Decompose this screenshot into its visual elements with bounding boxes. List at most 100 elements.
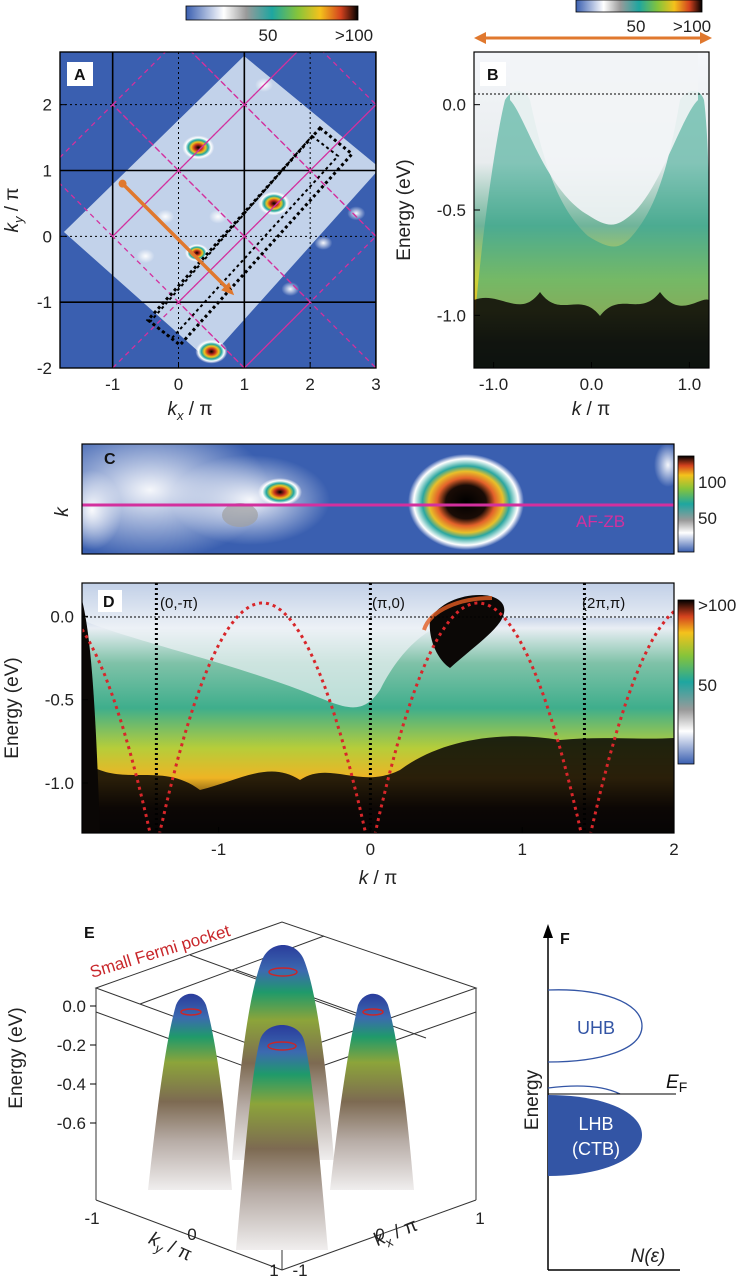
panel-f-lhb-label: LHB xyxy=(578,1114,613,1134)
colorbar-c-label-100: 100 xyxy=(698,473,726,492)
panel-d-xlabel: k / π xyxy=(359,868,397,889)
panel-a-label: A xyxy=(74,67,86,84)
panel-b-label: B xyxy=(487,67,499,84)
panel-a-brillouin-zones xyxy=(60,52,376,368)
colorbar-top-a: 50 >100 xyxy=(185,5,373,45)
panel-b-band-left xyxy=(474,91,709,368)
panel-a-cut-line xyxy=(121,182,233,294)
dome-left xyxy=(148,993,232,1190)
panel-b-ticks: -1.0 0.0 1.0 -1.0 -0.5 0.0 xyxy=(437,96,702,394)
panel-d-marker-1: (0,-π) xyxy=(160,595,198,612)
panel-e-xtick-label: 0 xyxy=(375,1225,384,1244)
pocket-back xyxy=(268,967,298,977)
panel-c-label: C xyxy=(104,451,116,468)
dome-right xyxy=(330,993,414,1190)
panel-b-xtick-label: 0.0 xyxy=(580,375,604,394)
panel-a-faint-spot xyxy=(314,235,333,250)
panel-f-ef-sub: F xyxy=(679,1079,688,1095)
panel-d-bottom-dark xyxy=(82,736,674,833)
panel-e-xtick-label: -1 xyxy=(292,1261,307,1280)
panel-d-marker-3: (2π,π) xyxy=(582,595,625,612)
panel-a-xtick-label: 2 xyxy=(305,375,314,394)
panel-f-ef-main: E xyxy=(666,1072,679,1093)
panel-b-xlabel: k / π xyxy=(572,399,610,420)
panel-d-ticks: -1 0 1 2 -1.0 -0.5 0.0 xyxy=(45,607,679,859)
panel-f-lhb-band xyxy=(548,1095,642,1176)
panel-d-dispersion-curve xyxy=(82,601,674,833)
panel-d: D (0,-π) (π,0) (2π,π) -1 0 1 2 -1.0 -0.5 0.0 k… xyxy=(2,582,736,889)
panel-d-gap-region xyxy=(82,583,674,708)
panel-b-bottom-dark xyxy=(474,292,709,368)
panel-b-ytick-label: -1.0 xyxy=(437,306,466,325)
panel-d-xtick-label: -1 xyxy=(211,840,226,859)
panel-e-xtick-label: 1 xyxy=(475,1209,484,1228)
panel-a-ytick-label: 2 xyxy=(43,96,52,115)
panel-a-hot-spot xyxy=(195,339,228,364)
panel-e-domes xyxy=(148,945,414,1250)
panel-a-hot-spot xyxy=(257,191,290,216)
panel-b-range-arrow-right-head xyxy=(700,32,712,44)
panel-c-spot-edge xyxy=(654,444,674,487)
panel-a-faint-spot xyxy=(281,282,300,296)
panel-b: B -1.0 0.0 1.0 -1.0 -0.5 0.0 k / π Energy (eV… xyxy=(394,51,710,420)
panel-a-data-region-texture xyxy=(64,56,376,360)
pocket-right xyxy=(362,1008,384,1016)
panel-c: C AF-ZB k 100 50 xyxy=(52,443,726,555)
panel-b-xtick-label: 1.0 xyxy=(678,375,702,394)
pocket-left xyxy=(180,1008,202,1016)
panel-f-ylabel: Energy xyxy=(522,1069,543,1130)
panel-d-ytick-label: 0.0 xyxy=(50,607,74,626)
panel-c-spot-faint xyxy=(222,503,258,527)
panel-a-ytick-label: 0 xyxy=(43,227,52,246)
panel-a-zone-boundary xyxy=(309,103,376,238)
colorbar-d-label-50: 50 xyxy=(698,676,717,695)
panel-a-faint-spot xyxy=(136,249,155,264)
panel-a-zone-boundary xyxy=(60,103,180,238)
panel-f-uhb-label: UHB xyxy=(577,1018,615,1038)
panel-a-zone-boundary xyxy=(190,52,298,106)
panel-e-ytick-label: 0 xyxy=(187,1225,196,1244)
panel-d-pocket-glow xyxy=(422,596,493,631)
panel-a-data-region xyxy=(64,56,376,360)
dome-front xyxy=(236,1025,328,1250)
panel-a-spots xyxy=(118,77,366,364)
colorbar-c-label-50: 50 xyxy=(698,509,717,528)
colorbar-c xyxy=(677,455,695,553)
panel-e-label: E xyxy=(84,925,95,942)
panel-b-xtick-label: -1.0 xyxy=(479,375,508,394)
panel-e: E Small Fermi pocket 0.0 -0.2 -0.4 -0.6 -1 0 1… xyxy=(6,921,485,1280)
panel-c-ylabel: k xyxy=(52,506,73,517)
panel-a-ytick-label: -2 xyxy=(37,359,52,378)
panel-f-energy-arrow xyxy=(543,924,553,938)
panel-a-zone-boundary xyxy=(111,169,246,304)
panel-d-ylabel: Energy (eV) xyxy=(2,657,23,758)
panel-c-haze-edge xyxy=(82,470,122,550)
colorbar-top-b-label-max: >100 xyxy=(673,17,711,36)
panel-b-band-gap xyxy=(510,52,698,225)
panel-a-xtick-label: 1 xyxy=(240,375,249,394)
panel-c-haze-mid xyxy=(170,455,330,545)
panel-f: F UHB LHB (CTB) EF Energy N(ε) xyxy=(522,924,687,1271)
panel-d-ytick-label: -0.5 xyxy=(45,691,74,710)
panel-a-zone-boundary xyxy=(177,103,312,238)
panel-a-xlabel: kx / π xyxy=(168,399,213,423)
panel-a: A -1 0 1 2 3 -2 -1 0 1 2 kx / π ky / π xyxy=(2,51,381,423)
panel-f-ctb-label: (CTB) xyxy=(572,1139,620,1159)
panel-c-spot-big xyxy=(408,454,524,550)
colorbar-d-label-max: >100 xyxy=(698,596,736,615)
panel-e-ticks: 0.0 -0.2 -0.4 -0.6 -1 0 1 -1 0 1 xyxy=(57,997,485,1280)
panel-a-ticks: -1 0 1 2 3 -2 -1 0 1 2 xyxy=(37,96,381,394)
colorbar-top-a-label-max: >100 xyxy=(335,26,373,45)
panel-d-label: D xyxy=(103,594,115,611)
panel-e-ztick-label: -0.2 xyxy=(57,1036,86,1055)
panel-f-ef-label: EF xyxy=(666,1072,687,1095)
panel-f-xlabel: N(ε) xyxy=(631,1246,666,1267)
panel-c-line-label: AF-ZB xyxy=(576,512,625,531)
panel-a-ytick-label: 1 xyxy=(43,162,52,181)
panel-e-ytick-label: 1 xyxy=(269,1261,278,1280)
colorbar-top-b: 50 >100 xyxy=(474,0,712,44)
panel-e-ztick-label: -0.6 xyxy=(57,1114,86,1133)
panel-a-ytick-label: -1 xyxy=(37,293,52,312)
panel-d-marker-2: (π,0) xyxy=(372,595,405,612)
